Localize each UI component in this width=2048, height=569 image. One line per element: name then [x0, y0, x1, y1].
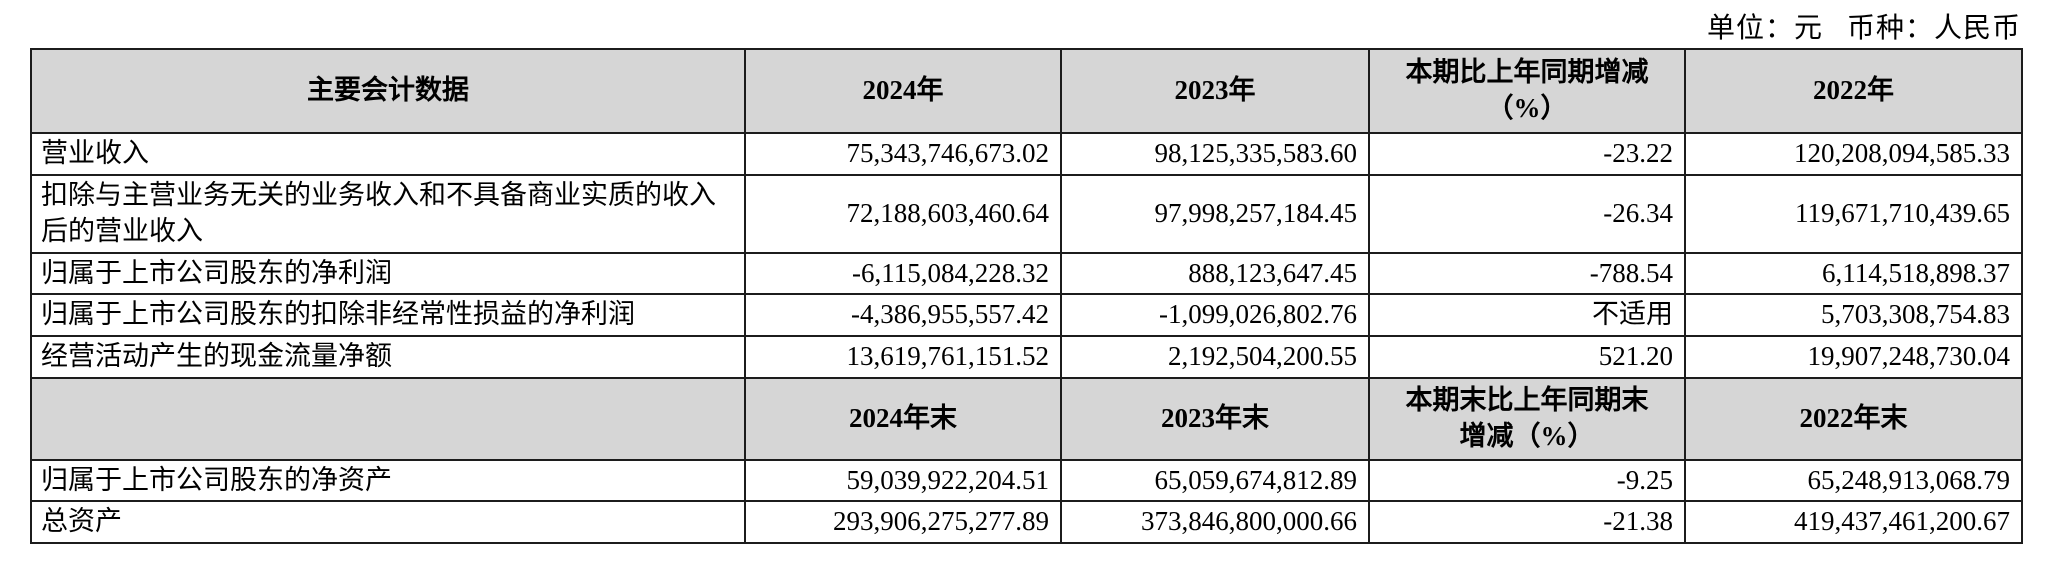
value-2022: 19,907,248,730.04	[1684, 334, 2023, 379]
value-2024: 59,039,922,204.51	[744, 458, 1062, 503]
value-2022: 119,671,710,439.65	[1684, 173, 2023, 254]
value-2023: 97,998,257,184.45	[1060, 173, 1370, 254]
value-change: 521.20	[1368, 334, 1686, 379]
value-2022: 65,248,913,068.79	[1684, 458, 2023, 503]
value-change: -21.38	[1368, 500, 1686, 544]
header-endpoint-change-pct: 本期末比上年同期末 增减（%）	[1368, 376, 1686, 461]
value-2024: -4,386,955,557.42	[744, 293, 1062, 337]
header-endpoint-change-line1: 本期末比上年同期末	[1405, 384, 1649, 415]
table-row-net-profit-excl-nonrecurring: 归属于上市公司股东的扣除非经常性损益的净利润 -4,386,955,557.42…	[30, 293, 2023, 337]
value-2023: 98,125,335,583.60	[1060, 132, 1370, 176]
header-2024: 2024年	[744, 48, 1062, 134]
header-endpoint-change-line2: 增减（%）	[1459, 420, 1595, 451]
header-2023: 2023年	[1060, 48, 1370, 134]
table-row-operating-revenue: 营业收入 75,343,746,673.02 98,125,335,583.60…	[30, 132, 2023, 176]
table-header-endpoint: 2024年末 2023年末 本期末比上年同期末 增减（%） 2022年末	[30, 376, 2023, 461]
header-2022: 2022年	[1684, 48, 2023, 134]
value-2023: 888,123,647.45	[1060, 251, 1370, 296]
value-2023: 373,846,800,000.66	[1060, 500, 1370, 544]
table-row-operating-cash-flow: 经营活动产生的现金流量净额 13,619,761,151.52 2,192,50…	[30, 334, 2023, 379]
value-2024: -6,115,084,228.32	[744, 251, 1062, 296]
header-change-pct-line1: 本期比上年同期增减	[1405, 57, 1649, 88]
row-label: 归属于上市公司股东的净利润	[30, 251, 746, 296]
value-2023: 2,192,504,200.55	[1060, 334, 1370, 379]
value-2022: 419,437,461,200.67	[1684, 500, 2023, 544]
value-change: -9.25	[1368, 458, 1686, 503]
row-label: 归属于上市公司股东的扣除非经常性损益的净利润	[30, 293, 746, 337]
row-label: 总资产	[30, 500, 746, 544]
table-row-total-assets: 总资产 293,906,275,277.89 373,846,800,000.6…	[30, 500, 2023, 544]
value-2024: 75,343,746,673.02	[744, 132, 1062, 176]
table-row-net-profit: 归属于上市公司股东的净利润 -6,115,084,228.32 888,123,…	[30, 251, 2023, 296]
value-2022: 6,114,518,898.37	[1684, 251, 2023, 296]
header-2022-end: 2022年末	[1684, 376, 2023, 461]
value-2023: -1,099,026,802.76	[1060, 293, 1370, 337]
key-accounting-data-table: 主要会计数据 2024年 2023年 本期比上年同期增减 （%） 2022年 营…	[30, 48, 2023, 544]
value-2023: 65,059,674,812.89	[1060, 458, 1370, 503]
header-2023-end: 2023年末	[1060, 376, 1370, 461]
table-header-period: 主要会计数据 2024年 2023年 本期比上年同期增减 （%） 2022年	[30, 48, 2023, 134]
row-label: 营业收入	[30, 132, 746, 176]
value-2024: 13,619,761,151.52	[744, 334, 1062, 379]
value-2022: 120,208,094,585.33	[1684, 132, 2023, 176]
header-change-pct: 本期比上年同期增减 （%）	[1368, 48, 1686, 134]
value-2024: 72,188,603,460.64	[744, 173, 1062, 254]
row-label: 经营活动产生的现金流量净额	[30, 334, 746, 379]
value-2024: 293,906,275,277.89	[744, 500, 1062, 544]
header-main-title: 主要会计数据	[30, 48, 746, 134]
value-change: -23.22	[1368, 132, 1686, 176]
table-row-net-assets: 归属于上市公司股东的净资产 59,039,922,204.51 65,059,6…	[30, 458, 2023, 503]
row-label: 扣除与主营业务无关的业务收入和不具备商业实质的收入后的营业收入	[30, 173, 746, 254]
value-change: -788.54	[1368, 251, 1686, 296]
row-label: 归属于上市公司股东的净资产	[30, 458, 746, 503]
value-change: -26.34	[1368, 173, 1686, 254]
header-2024-end: 2024年末	[744, 376, 1062, 461]
header-change-pct-line2: （%）	[1486, 93, 1568, 123]
header-endpoint-empty	[30, 376, 746, 461]
value-2022: 5,703,308,754.83	[1684, 293, 2023, 337]
table-row-adjusted-revenue: 扣除与主营业务无关的业务收入和不具备商业实质的收入后的营业收入 72,188,6…	[30, 173, 2023, 254]
currency-unit-note: 单位：元 币种：人民币	[1706, 13, 2021, 44]
value-change: 不适用	[1368, 293, 1686, 337]
